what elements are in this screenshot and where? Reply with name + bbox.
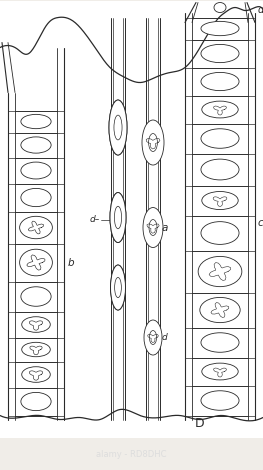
Ellipse shape (214, 2, 226, 13)
Text: c: c (258, 218, 263, 227)
Ellipse shape (110, 265, 125, 310)
Text: b: b (68, 258, 75, 267)
Ellipse shape (109, 100, 127, 155)
Ellipse shape (114, 206, 122, 229)
Ellipse shape (202, 101, 238, 118)
Ellipse shape (21, 188, 51, 207)
Ellipse shape (110, 265, 125, 310)
Ellipse shape (20, 249, 52, 276)
Ellipse shape (202, 191, 238, 210)
Text: alamy - RD8DHC: alamy - RD8DHC (96, 449, 167, 459)
Ellipse shape (149, 330, 156, 345)
Text: D: D (195, 416, 205, 430)
Ellipse shape (21, 162, 51, 179)
Ellipse shape (21, 392, 51, 411)
Ellipse shape (201, 222, 239, 244)
Ellipse shape (201, 72, 239, 91)
Text: d–: d– (90, 215, 100, 224)
Ellipse shape (201, 21, 239, 36)
Ellipse shape (110, 193, 126, 243)
Ellipse shape (109, 100, 127, 155)
Ellipse shape (200, 298, 240, 322)
Ellipse shape (21, 287, 51, 306)
Ellipse shape (149, 219, 157, 235)
Text: d.: d. (258, 5, 263, 15)
Ellipse shape (201, 45, 239, 63)
Ellipse shape (115, 277, 122, 298)
Ellipse shape (22, 342, 50, 357)
Ellipse shape (21, 114, 51, 129)
Ellipse shape (149, 133, 157, 151)
Ellipse shape (202, 363, 238, 380)
Ellipse shape (114, 115, 122, 140)
Ellipse shape (110, 193, 126, 243)
Text: d: d (162, 333, 168, 342)
Ellipse shape (22, 317, 50, 332)
Ellipse shape (20, 216, 52, 239)
Ellipse shape (142, 120, 164, 165)
Ellipse shape (144, 320, 162, 355)
Ellipse shape (201, 159, 239, 180)
Ellipse shape (201, 391, 239, 410)
Ellipse shape (198, 257, 242, 287)
Ellipse shape (201, 333, 239, 352)
Ellipse shape (21, 137, 51, 153)
Text: a: a (162, 222, 168, 233)
Ellipse shape (22, 367, 50, 382)
Ellipse shape (143, 208, 163, 248)
Ellipse shape (201, 129, 239, 148)
